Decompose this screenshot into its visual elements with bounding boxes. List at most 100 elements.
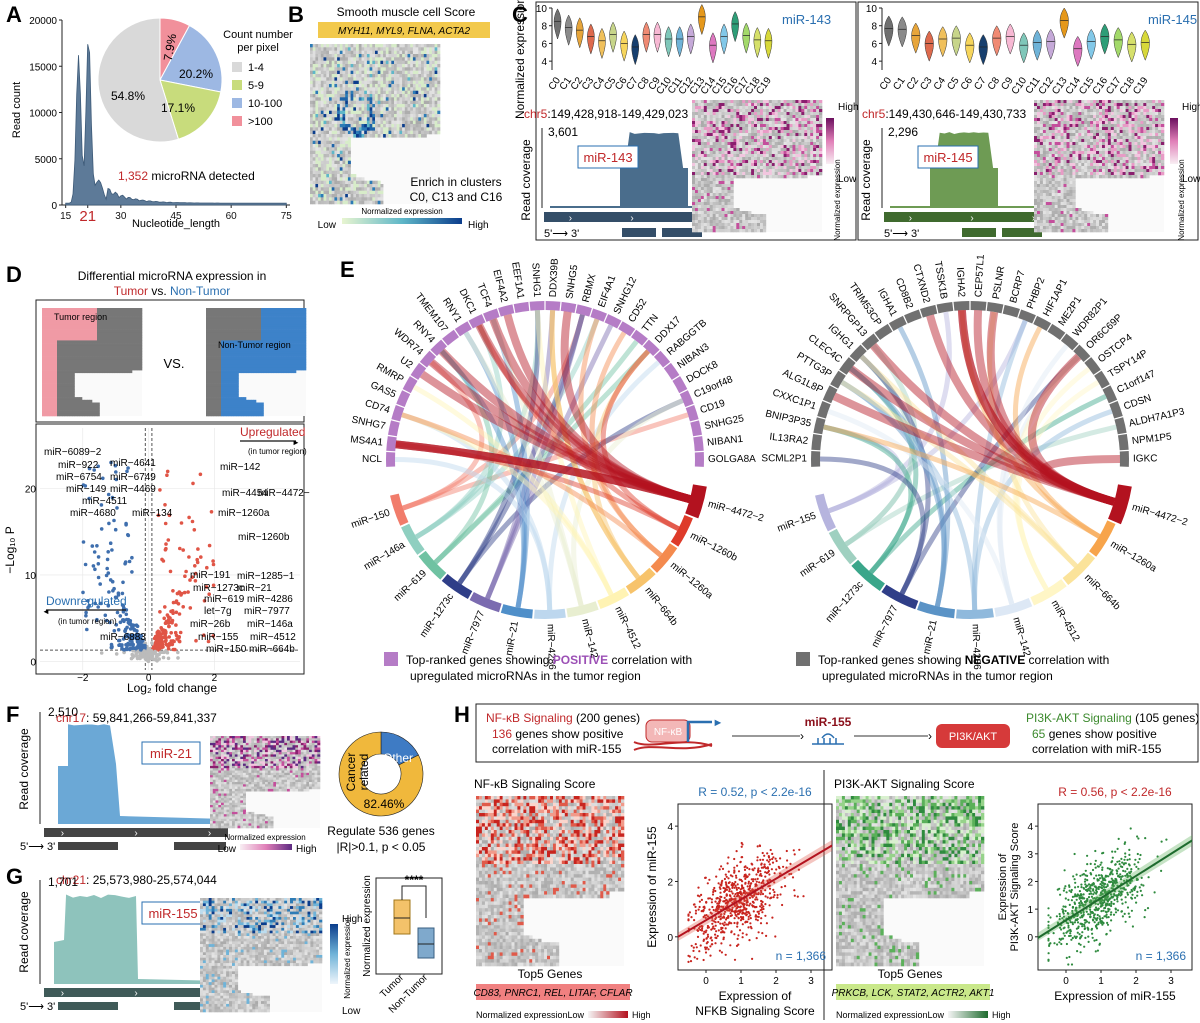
tissue-pixel — [421, 54, 424, 58]
tissue-pixel — [383, 107, 387, 111]
tissue-pixel — [1119, 151, 1123, 155]
tissue-pixel — [1122, 133, 1126, 137]
tissue-pixel — [310, 60, 313, 65]
tissue-pixel — [429, 114, 433, 118]
tissue-pixel — [312, 110, 316, 115]
tissue-pixel — [1072, 163, 1076, 167]
tissue-pixel — [375, 50, 378, 55]
tissue-pixel — [1069, 190, 1073, 194]
tissue-pixel — [1149, 157, 1153, 161]
violin — [1059, 7, 1069, 39]
tissue-pixel — [700, 154, 705, 158]
tissue-pixel — [323, 194, 327, 198]
tissue-pixel — [364, 104, 368, 108]
tissue-pixel — [1110, 139, 1115, 143]
tissue-pixel — [718, 163, 722, 167]
tissue-pixel — [703, 187, 708, 191]
tissue-pixel — [323, 130, 327, 135]
tissue-pixel — [792, 124, 796, 128]
tissue-pixel — [1122, 115, 1126, 119]
tissue-pixel — [771, 115, 776, 119]
tissue-pixel — [323, 120, 327, 125]
tissue-pixel — [375, 187, 378, 191]
tissue-pixel — [754, 163, 758, 167]
tissue-pixel — [391, 44, 395, 48]
tissue-pixel — [337, 57, 341, 61]
tissue-pixel — [727, 136, 731, 140]
tissue-pixel — [1057, 190, 1061, 194]
tissue-pixel — [358, 100, 362, 105]
tissue-pixel — [42, 318, 45, 322]
tissue-pixel — [1081, 226, 1085, 230]
tissue-pixel — [712, 175, 716, 179]
tissue-pixel — [42, 343, 45, 347]
tissue-pixel — [1048, 217, 1053, 221]
tissue-pixel — [715, 181, 719, 185]
tissue-pixel — [1122, 130, 1126, 134]
tissue-pixel — [331, 74, 335, 78]
tissue-pixel — [1063, 199, 1067, 203]
tissue-pixel — [798, 157, 802, 161]
tissue-pixel — [751, 154, 755, 158]
tissue-pixel — [320, 64, 324, 68]
tissue-pixel — [709, 118, 713, 122]
tissue-pixel — [754, 112, 758, 116]
tissue-pixel — [754, 157, 758, 161]
tissue-pixel — [715, 202, 719, 206]
tissue-pixel — [347, 80, 351, 85]
tissue-pixel — [819, 163, 823, 167]
tissue-pixel — [697, 106, 702, 110]
tissue-pixel — [353, 67, 357, 71]
violin — [1073, 35, 1083, 68]
tissue-pixel — [394, 110, 397, 115]
tissue-pixel — [1078, 115, 1082, 119]
tissue-pixel — [718, 100, 722, 104]
tissue-pixel — [429, 104, 433, 108]
tissue-pixel — [692, 154, 696, 158]
tissue-pixel — [42, 316, 45, 320]
tissue-pixel — [1149, 163, 1153, 167]
tissue-pixel — [1060, 199, 1064, 203]
tissue-pixel — [358, 134, 362, 138]
tissue-pixel — [786, 133, 790, 137]
tissue-pixel — [337, 107, 341, 111]
tissue-pixel — [1039, 148, 1044, 152]
tissue-pixel — [1081, 115, 1085, 119]
tissue-pixel — [375, 120, 378, 125]
tissue-pixel — [1131, 121, 1135, 125]
tissue-pixel — [715, 121, 719, 125]
tissue-pixel — [1128, 103, 1132, 107]
tissue-pixel — [1048, 202, 1053, 206]
tissue-pixel — [760, 175, 764, 179]
tissue-pixel — [1143, 166, 1147, 170]
tissue-pixel — [1063, 196, 1067, 200]
tissue-pixel — [1057, 193, 1061, 197]
tissue-pixel — [415, 97, 419, 101]
tissue-pixel — [1104, 121, 1109, 125]
tissue-pixel — [358, 177, 362, 181]
tissue-pixel — [415, 67, 419, 71]
tissue-pixel — [1054, 193, 1058, 197]
tissue-pixel — [1045, 187, 1050, 191]
tissue-pixel — [697, 103, 702, 107]
tissue-pixel — [1057, 223, 1061, 227]
tissue-pixel — [1143, 109, 1147, 113]
tissue-pixel — [410, 64, 414, 68]
tissue-pixel — [703, 154, 708, 158]
tissue-pixel — [692, 148, 696, 152]
tissue-pixel — [410, 94, 414, 98]
tissue-pixel — [44, 332, 48, 336]
tissue-pixel — [792, 148, 796, 152]
tissue-pixel — [366, 187, 370, 191]
mir145-strand-chevron: › — [1032, 213, 1035, 224]
tissue-pixel — [315, 50, 319, 55]
tissue-pixel — [366, 197, 370, 201]
tissue-pixel — [1122, 160, 1126, 164]
tissue-pixel — [700, 115, 705, 119]
tissue-pixel — [42, 353, 45, 357]
tissue-pixel — [310, 97, 313, 101]
tissue-pixel — [733, 220, 737, 224]
tissue-pixel — [709, 211, 713, 215]
tissue-pixel — [312, 174, 316, 178]
tissue-pixel — [1093, 103, 1097, 107]
